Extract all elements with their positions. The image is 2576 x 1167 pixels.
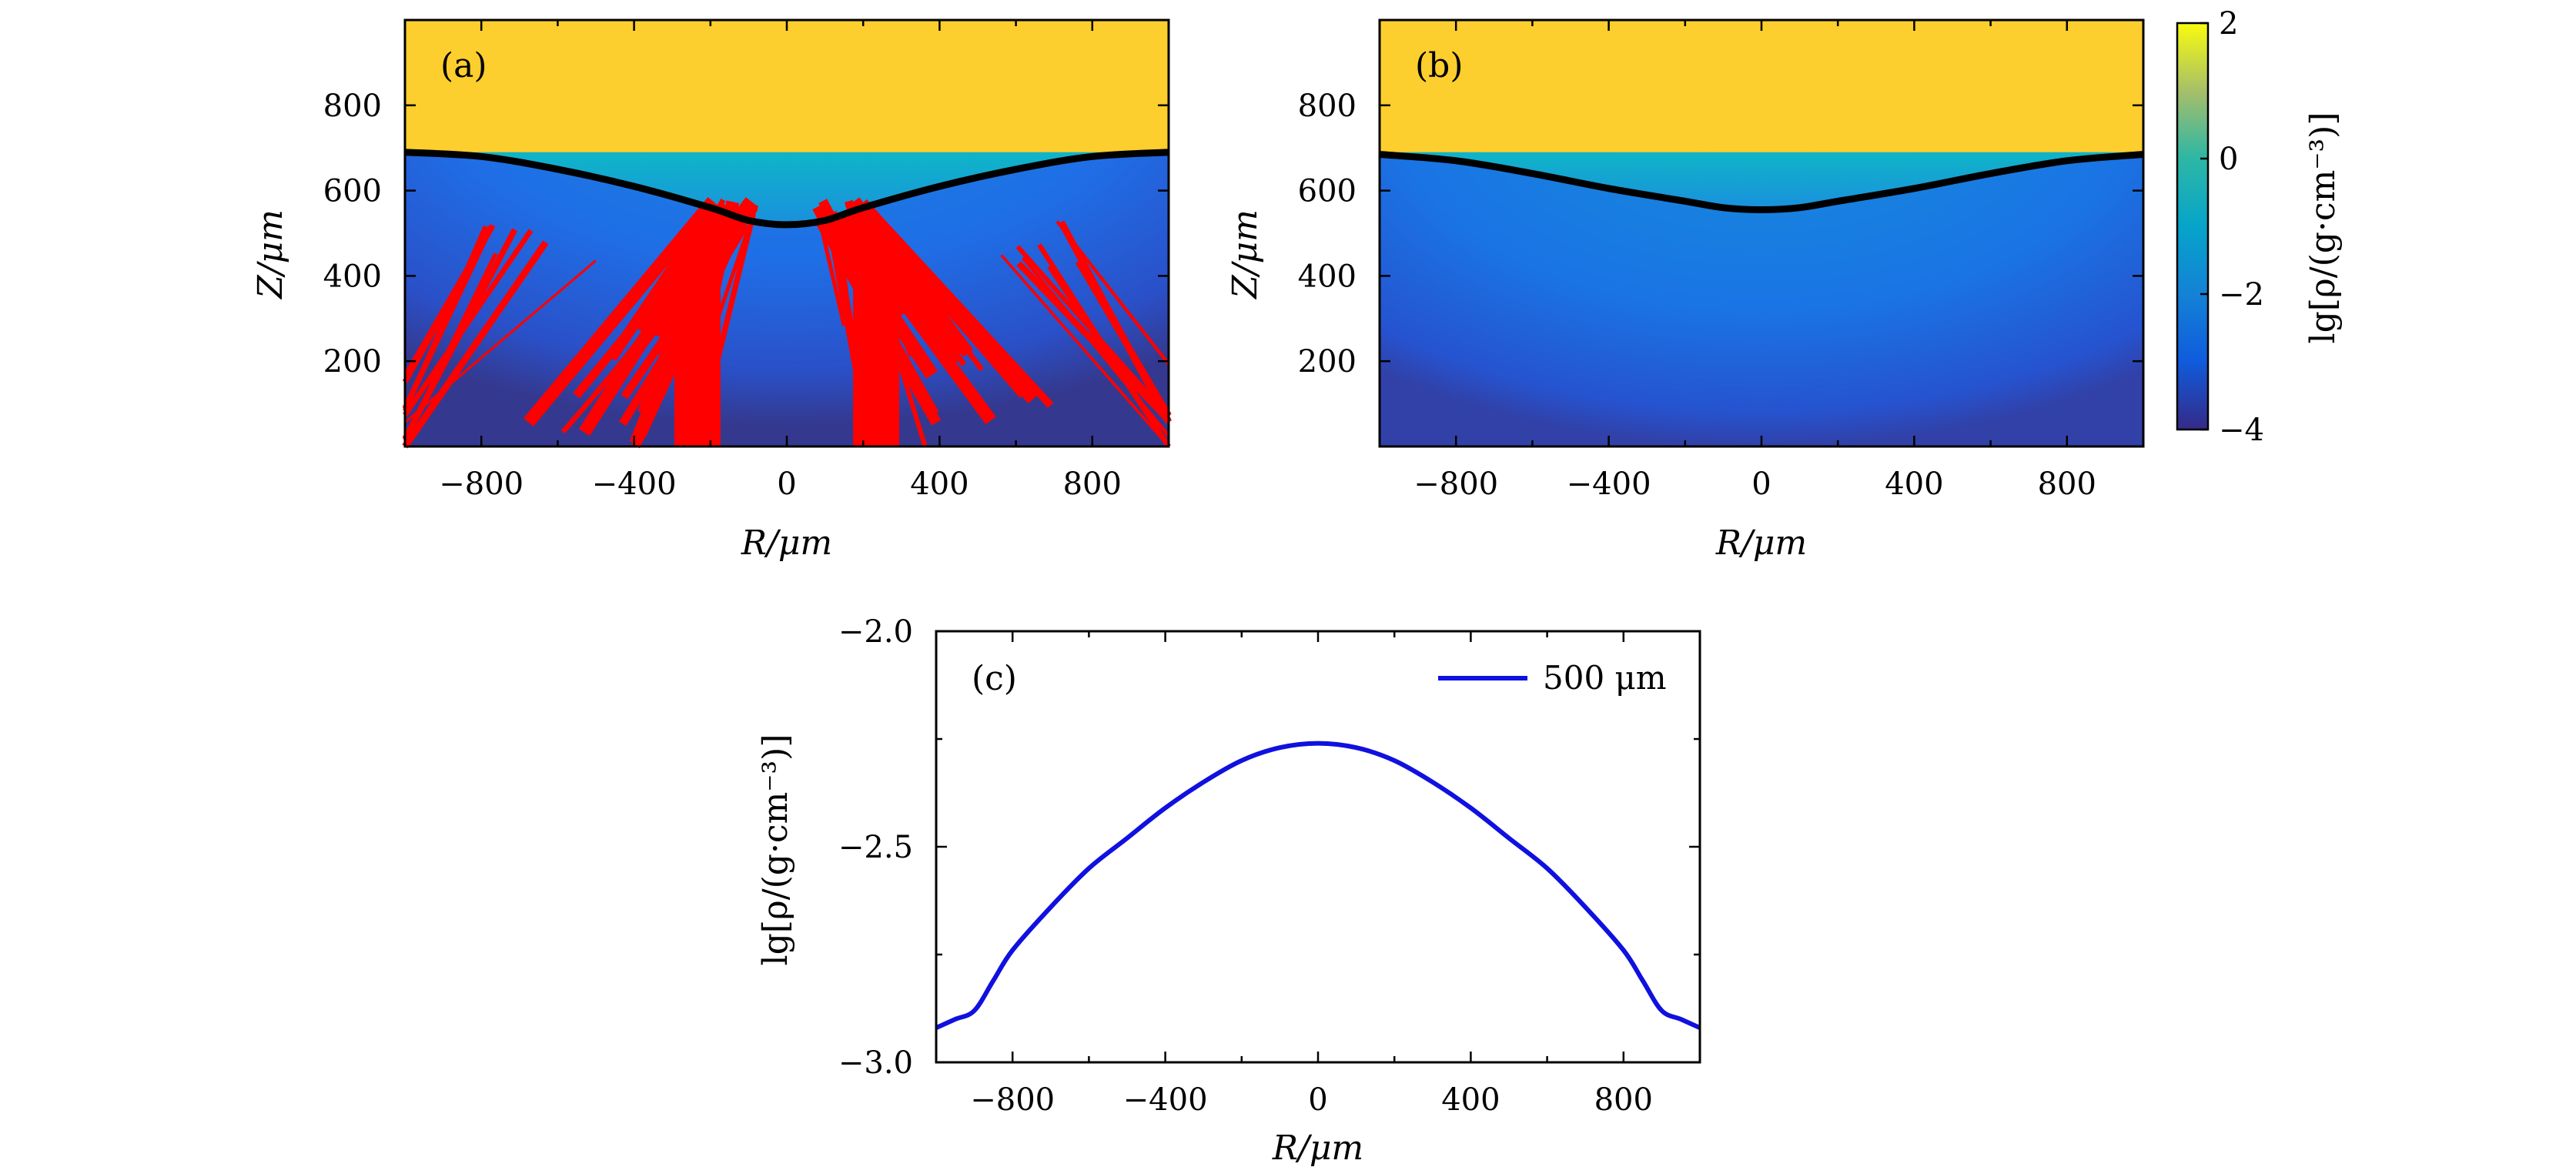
y-tick-label: 200: [1298, 344, 1357, 380]
panel-c-plot-area: [936, 631, 1700, 1062]
red-streak: [523, 196, 718, 426]
panel-a-low-density-region: [405, 152, 1169, 225]
panel-b: −800 −400 0 400 800 800 600 400 200 (b) R/μm Z/μ…: [1226, 18, 2145, 563]
panel-a-ticks: −800 −400 0 400 800 800 600 400 200: [323, 20, 1170, 502]
red-streak: [560, 206, 758, 434]
panel-c-series-line: [935, 741, 1701, 1030]
red-streak: [1047, 265, 1171, 448]
red-streak: [647, 198, 726, 328]
x-tick-label: 800: [1594, 1082, 1653, 1118]
x-tick-label: −400: [592, 466, 677, 502]
colorbar-tick-label: −2: [2219, 277, 2264, 313]
red-block: [853, 262, 900, 446]
panel-a-high-density-layer: [405, 20, 1169, 152]
panel-a-x-axis-label: R/μm: [741, 523, 832, 563]
colorbar-label: lg[ρ/(g·cm⁻³)]: [2303, 112, 2343, 344]
x-tick-label: −400: [1567, 466, 1651, 502]
panel-b-high-density-layer: [1380, 20, 2143, 152]
panel-a-red-marked-cells: [402, 196, 1172, 449]
red-streak: [402, 240, 549, 449]
red-streak: [1000, 254, 1170, 448]
colorbar-tick-label: 2: [2219, 6, 2238, 42]
panel-c-ticks: −800 −400 0 400 800 −2.0 −2.5 −3.0: [838, 614, 1701, 1118]
colorbar-tick-label: −4: [2219, 413, 2264, 448]
colorbar-tick-label: 0: [2219, 142, 2238, 177]
panel-c-y-axis-label: lg[ρ/(g·cm⁻³)]: [756, 734, 795, 966]
panel-a: −800 −400 0 400 800 800 600 400 200 (a) R/μm Z/μ…: [251, 18, 1172, 563]
x-tick-label: 400: [1885, 466, 1943, 502]
red-streak: [402, 223, 496, 384]
panel-b-y-axis-label: Z/μm: [1226, 209, 1265, 300]
y-tick-label: −3.0: [838, 1045, 913, 1081]
y-tick-label: 400: [323, 259, 382, 294]
red-streak: [849, 197, 974, 357]
x-tick-label: −800: [1413, 466, 1498, 502]
panel-b-x-axis-label: R/μm: [1715, 523, 1807, 563]
red-streak: [834, 224, 853, 325]
red-streak: [1075, 259, 1172, 418]
x-tick-label: −400: [1123, 1082, 1208, 1118]
panel-b-contour-line: [1379, 151, 2144, 214]
red-streak: [403, 259, 597, 423]
x-tick-label: 0: [1308, 1082, 1327, 1118]
panel-b-label: (b): [1415, 46, 1464, 85]
colorbar-gradient: [2176, 22, 2210, 431]
y-tick-label: −2.5: [838, 830, 913, 865]
x-tick-label: −800: [439, 466, 524, 502]
red-block: [674, 262, 721, 446]
red-streak: [818, 223, 846, 326]
y-tick-label: 800: [1298, 89, 1357, 124]
y-tick-label: −2.0: [838, 614, 913, 650]
x-tick-label: 800: [2038, 466, 2096, 502]
x-tick-label: −800: [970, 1082, 1055, 1118]
x-tick-label: 0: [1751, 466, 1771, 502]
y-tick-label: 600: [1298, 174, 1357, 209]
y-tick-label: 800: [323, 89, 382, 124]
panel-c-x-axis-label: R/μm: [1272, 1129, 1363, 1167]
y-tick-label: 400: [1298, 259, 1357, 294]
panel-c-legend-label: 500 μm: [1543, 659, 1667, 697]
panel-b-low-density-region: [1380, 152, 2143, 210]
red-streak: [607, 209, 715, 361]
panel-a-y-axis-label: Z/μm: [251, 209, 290, 300]
panel-a-contour-line: [404, 149, 1169, 229]
red-streak: [712, 204, 759, 329]
x-tick-label: 400: [910, 466, 969, 502]
red-streak: [856, 199, 1030, 398]
panel-c-label: (c): [972, 659, 1017, 698]
x-tick-label: 800: [1063, 466, 1122, 502]
colorbar: 2 0 −2 −4 lg[ρ/(g·cm⁻³)]: [2176, 6, 2343, 448]
x-tick-label: 0: [777, 466, 796, 502]
red-streak: [1055, 220, 1170, 366]
colorbar-ticks: 2 0 −2 −4: [2200, 6, 2264, 448]
y-tick-label: 200: [323, 344, 382, 380]
x-tick-label: 400: [1441, 1082, 1500, 1118]
panel-a-label: (a): [440, 46, 487, 85]
panel-c: −800 −400 0 400 800 −2.0 −2.5 −3.0 (c) 500 μm R…: [756, 614, 1701, 1167]
panel-b-ticks: −800 −400 0 400 800 800 600 400 200: [1298, 20, 2145, 502]
y-tick-label: 600: [323, 174, 382, 209]
red-streak: [403, 230, 489, 376]
